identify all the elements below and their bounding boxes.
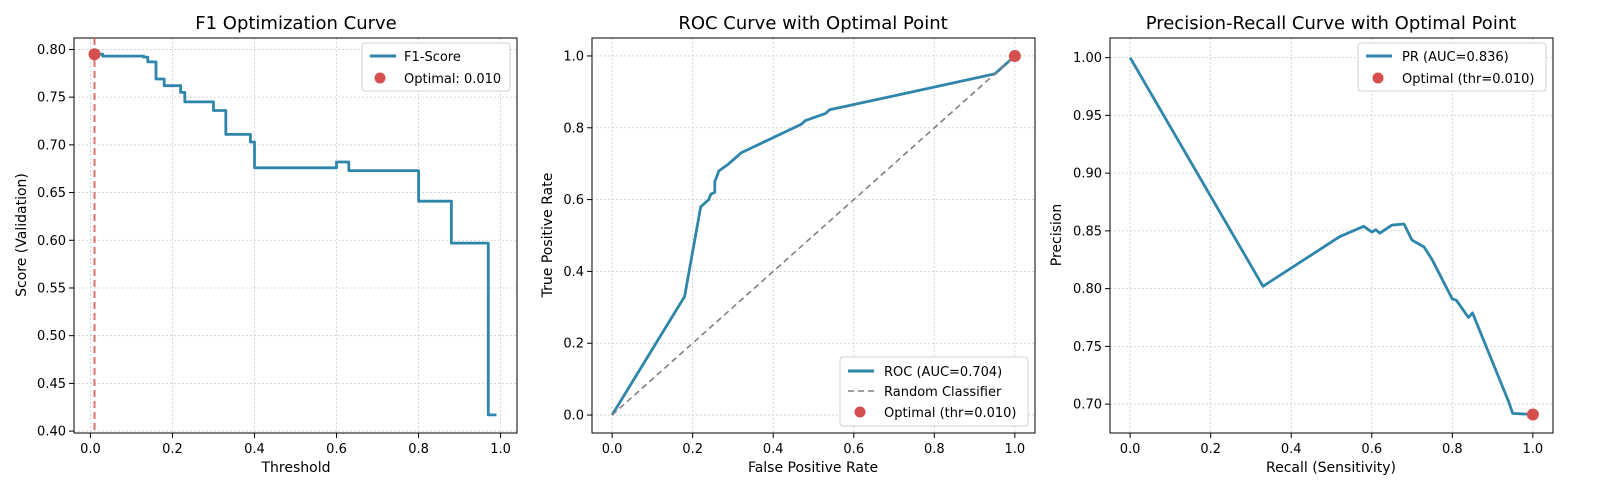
- f1-ytick-label: 0.60: [37, 234, 66, 249]
- f1-series-line: [94, 52, 497, 417]
- roc-xtick-label: 0.6: [843, 442, 864, 457]
- roc-xtick-label: 1.0: [1005, 442, 1026, 457]
- pr-axes-frame: [1109, 37, 1554, 434]
- pr-xtick-label: 0.6: [1361, 442, 1382, 457]
- f1-xtick-label: 0.8: [408, 442, 429, 457]
- roc-chart: 0.0 0.2 0.4 0.6 0.8 1.0 0.0 0.2 0.4 0.6 0.8 1.0 ROC…: [540, 13, 1036, 476]
- f1-legend-label-optimal: Optimal: 0.010: [404, 72, 501, 87]
- pr-xtick-label: 0.4: [1281, 442, 1302, 457]
- pr-legend-swatch-optimal: [1372, 72, 1384, 84]
- f1-legend-box: [361, 42, 511, 92]
- f1-optimal-point: [88, 48, 101, 61]
- f1-legend-swatch-optimal: [374, 72, 386, 84]
- f1-ytick-label: 0.45: [37, 377, 66, 392]
- f1-ytick-label: 0.50: [37, 329, 66, 344]
- roc-xtick-label: 0.2: [682, 442, 703, 457]
- roc-ytick-label: 0.6: [563, 193, 584, 208]
- f1-legend: F1-Score Optimal: 0.010: [361, 42, 511, 92]
- pr-chart: 0.0 0.2 0.4 0.6 0.8 1.0 0.70 0.75 0.80 0.85 0.90 0.…: [1049, 13, 1554, 476]
- roc-axes-frame: [591, 37, 1036, 434]
- roc-optimal-point: [1008, 49, 1021, 62]
- pr-xtick-label: 0.0: [1120, 442, 1141, 457]
- pr-xlabel: Recall (Sensitivity): [1266, 460, 1396, 476]
- roc-ytick-label: 0.8: [563, 121, 584, 136]
- pr-legend-label-series: PR (AUC=0.836): [1402, 50, 1509, 65]
- pr-ytick-label: 0.85: [1073, 224, 1102, 239]
- roc-ytick-label: 0.0: [563, 409, 584, 424]
- f1-axes-frame: [73, 37, 518, 434]
- roc-legend-box: [839, 356, 1029, 427]
- f1-ytick-label: 0.70: [37, 138, 66, 153]
- pr-ylabel: Precision: [1049, 204, 1065, 266]
- f1-ytick-label: 0.40: [37, 425, 66, 440]
- roc-xlabel: False Positive Rate: [748, 460, 878, 476]
- f1-xlabel: Threshold: [261, 460, 331, 476]
- roc-ytick-label: 0.2: [563, 337, 584, 352]
- roc-plot-area: 0.0 0.2 0.4 0.6 0.8 1.0 0.0 0.2 0.4 0.6 0.8 1.0: [563, 37, 1036, 457]
- roc-series-line: [610, 54, 1016, 416]
- pr-optimal-point: [1526, 408, 1539, 421]
- f1-ytick-label: 0.75: [37, 91, 66, 106]
- f1-xtick-label: 0.4: [244, 442, 265, 457]
- roc-title: ROC Curve with Optimal Point: [678, 13, 947, 34]
- pr-ytick-label: 0.95: [1073, 109, 1102, 124]
- pr-legend: PR (AUC=0.836) Optimal (thr=0.010): [1357, 42, 1547, 92]
- pr-ytick-label: 0.90: [1073, 167, 1102, 182]
- f1-xtick-label: 0.2: [162, 442, 183, 457]
- roc-ylabel: True Positive Rate: [540, 173, 556, 299]
- f1-xtick-label: 0.6: [326, 442, 347, 457]
- pr-ytick-label: 0.75: [1073, 340, 1102, 355]
- roc-legend-swatch-optimal: [854, 406, 866, 418]
- roc-legend-label-optimal: Optimal (thr=0.010): [884, 406, 1017, 421]
- roc-ytick-label: 0.4: [563, 265, 584, 280]
- f1-ytick-label: 0.80: [37, 43, 66, 58]
- pr-ytick-label: 0.70: [1073, 398, 1102, 413]
- f1-legend-label-series: F1-Score: [404, 50, 461, 65]
- pr-series-line: [1128, 56, 1533, 416]
- pr-xtick-label: 0.8: [1442, 442, 1463, 457]
- roc-ytick-label: 1.0: [563, 49, 584, 64]
- roc-xtick-label: 0.8: [924, 442, 945, 457]
- roc-xtick-label: 0.4: [763, 442, 784, 457]
- f1-xtick-label: 1.0: [490, 442, 511, 457]
- f1-xtick-label: 0.0: [80, 442, 101, 457]
- pr-xtick-label: 1.0: [1523, 442, 1544, 457]
- f1-plot-area: 0.0 0.2 0.4 0.6 0.8 1.0 0.40 0.45 0.50 0.55 0.60 0.…: [37, 37, 518, 457]
- f1-ylabel: Score (Validation): [14, 173, 30, 297]
- roc-legend-label-roc: ROC (AUC=0.704): [884, 365, 1002, 380]
- pr-xtick-label: 0.2: [1200, 442, 1221, 457]
- pr-ytick-label: 0.80: [1073, 282, 1102, 297]
- f1-ytick-label: 0.55: [37, 281, 66, 296]
- f1-chart: 0.0 0.2 0.4 0.6 0.8 1.0 0.40 0.45 0.50 0.55 0.60 0.…: [14, 13, 518, 476]
- f1-title: F1 Optimization Curve: [195, 13, 397, 34]
- pr-ytick-label: 1.00: [1073, 51, 1102, 66]
- roc-legend: ROC (AUC=0.704) Random Classifier Optima…: [839, 356, 1029, 427]
- pr-title: Precision-Recall Curve with Optimal Poin…: [1146, 13, 1517, 34]
- roc-xtick-label: 0.0: [602, 442, 623, 457]
- pr-legend-box: [1357, 42, 1547, 92]
- pr-plot-area: 0.0 0.2 0.4 0.6 0.8 1.0 0.70 0.75 0.80 0.85 0.90 0.…: [1073, 37, 1554, 457]
- pr-legend-label-optimal: Optimal (thr=0.010): [1402, 72, 1535, 87]
- roc-legend-label-random: Random Classifier: [884, 385, 1002, 400]
- f1-ytick-label: 0.65: [37, 186, 66, 201]
